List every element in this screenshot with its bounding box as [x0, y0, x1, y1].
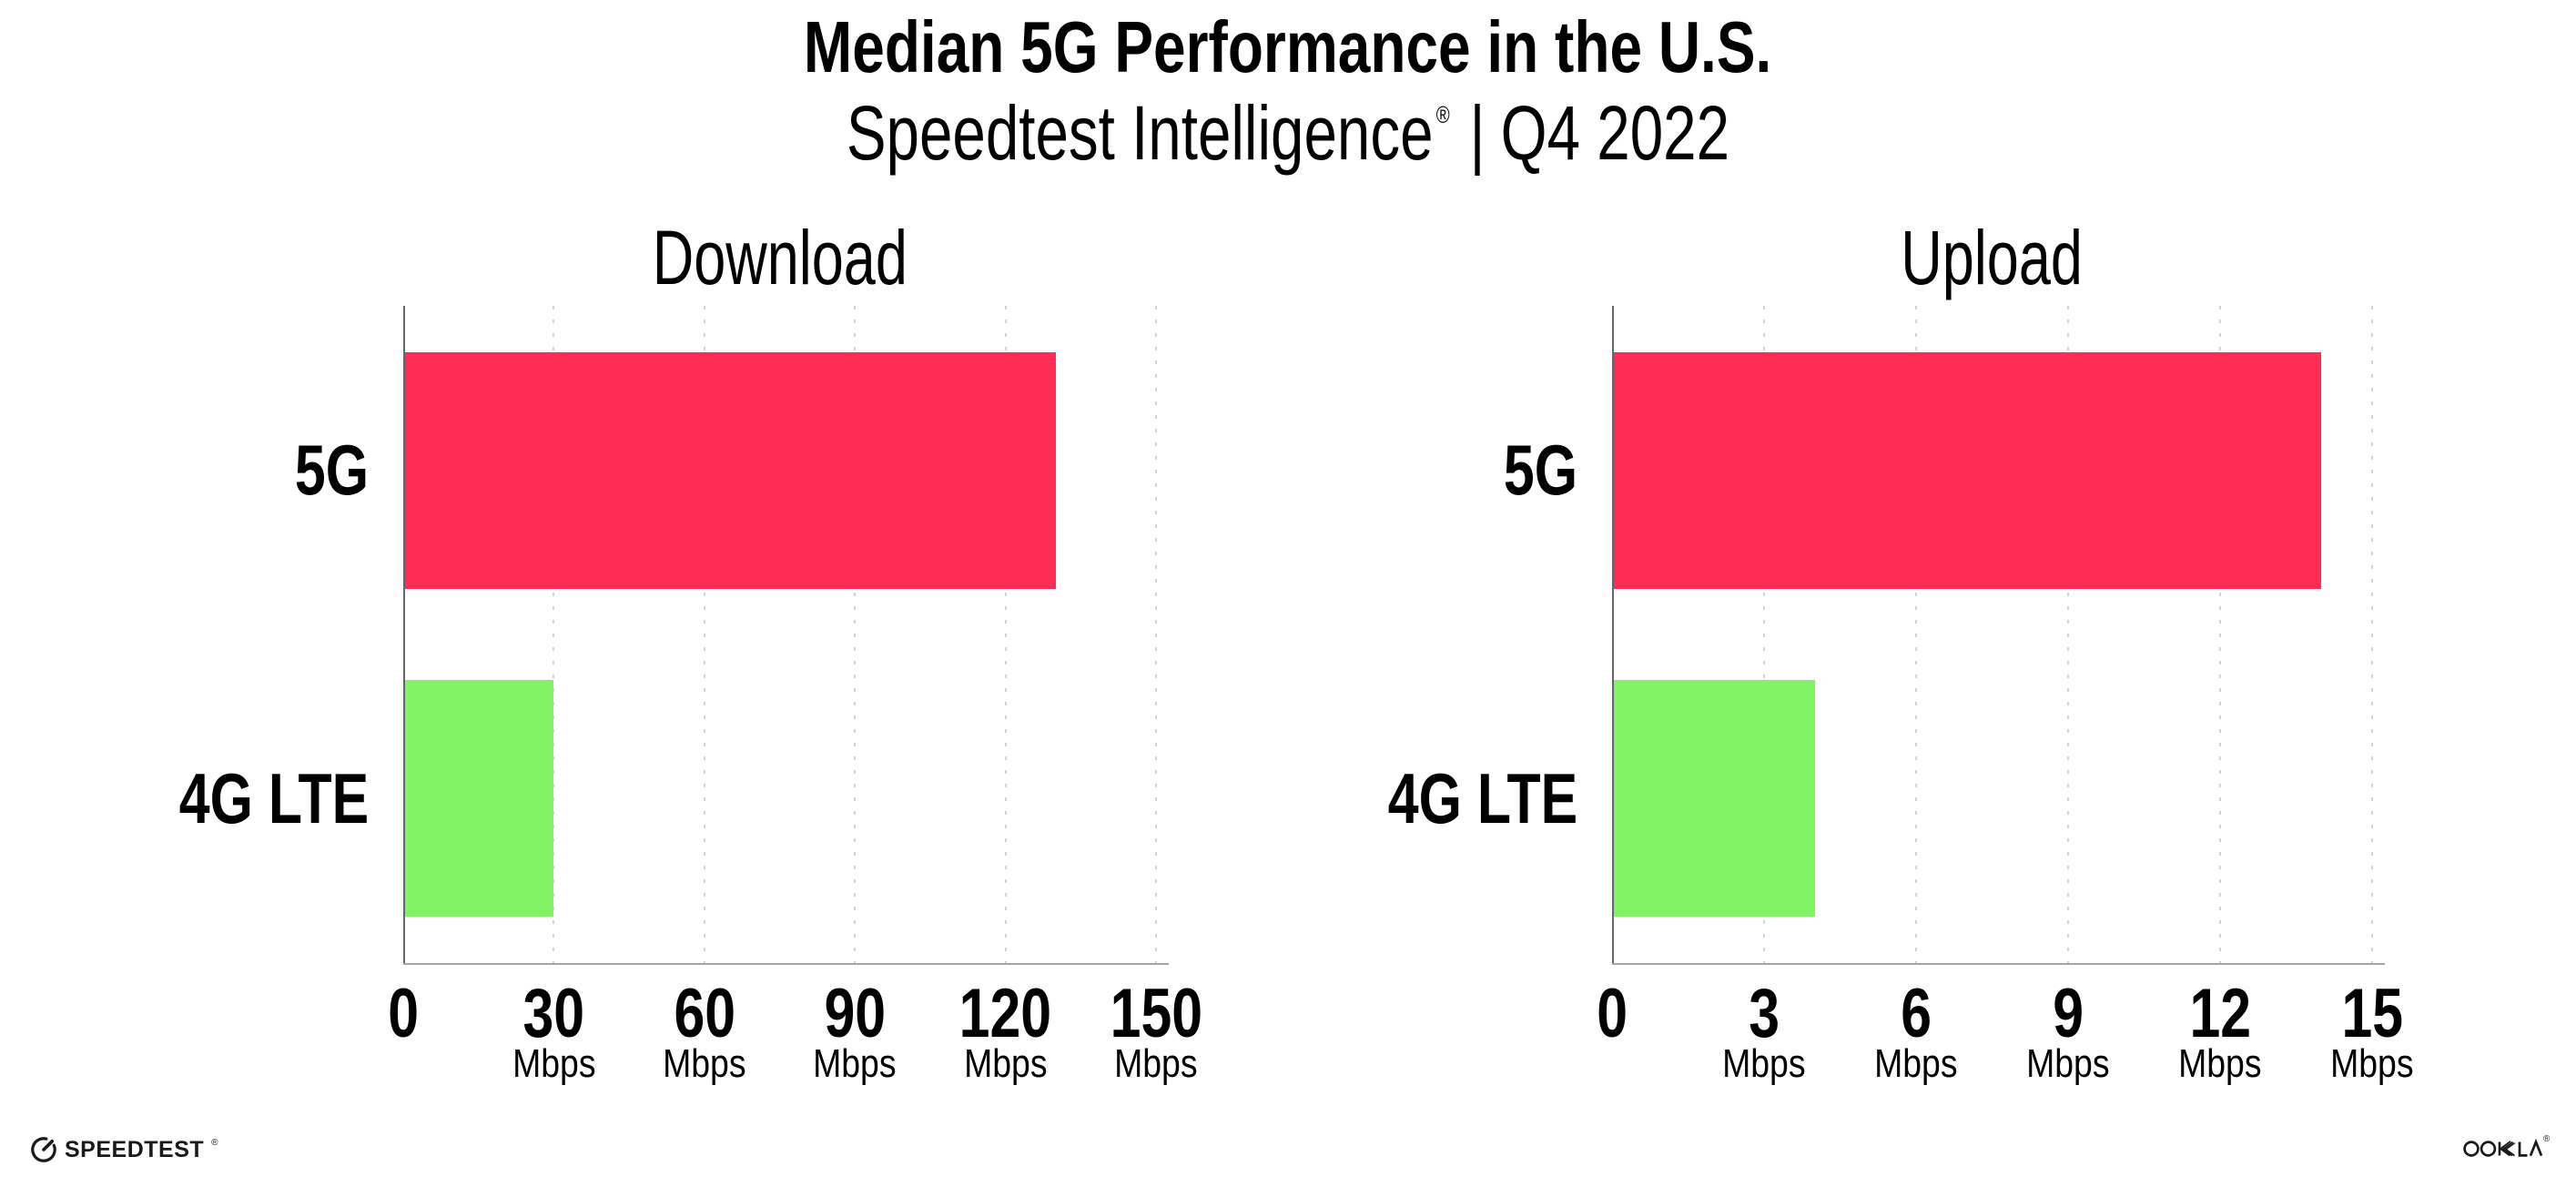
gridline-30 [553, 306, 555, 963]
ookla-wordmark-icon [2463, 1138, 2543, 1157]
x-axis [1612, 963, 2385, 965]
tick-unit-text: Mbps [1722, 1041, 1806, 1086]
tick-label-12: 12 [2129, 979, 2311, 1049]
page-title: Median 5G Performance in the U.S. [804, 6, 1772, 87]
ookla-logo: ® [2463, 1134, 2551, 1160]
gridline-9 [2067, 306, 2069, 963]
tick-label-15: 15 [2281, 979, 2463, 1049]
bar-5g [1614, 352, 2321, 589]
tick-unit-150: Mbps [1065, 1044, 1247, 1084]
speedtest-logo: SPEEDTEST ® [30, 1136, 218, 1163]
panel-title-text: Download [652, 215, 908, 300]
header: Median 5G Performance in the U.S. [0, 7, 2576, 87]
tick-label-120: 120 [915, 979, 1097, 1049]
tick-value: 30 [522, 975, 585, 1052]
tick-value: 3 [1749, 975, 1780, 1052]
tick-label-9: 9 [1977, 979, 2159, 1049]
tick-unit-3: Mbps [1673, 1044, 1855, 1084]
category-label-4g-lte: 4G LTE [1159, 756, 1577, 840]
gridline-15 [2371, 306, 2373, 963]
tick-label-3: 3 [1673, 979, 1855, 1049]
tick-label-60: 60 [614, 979, 796, 1049]
gridline-3 [1763, 306, 1765, 963]
tick-unit-text: Mbps [663, 1041, 746, 1086]
tick-unit-text: Mbps [2026, 1041, 2110, 1086]
tick-unit-text: Mbps [963, 1041, 1048, 1086]
tick-value: 6 [1901, 975, 1932, 1052]
speedtest-wordmark: SPEEDTEST [65, 1136, 205, 1162]
tick-unit-30: Mbps [462, 1044, 644, 1084]
category-label-text: 5G [1503, 430, 1577, 510]
gridline-150 [1155, 306, 1157, 963]
tick-value: 0 [1597, 975, 1628, 1052]
tick-value: 150 [1110, 975, 1202, 1052]
subtitle-separator: | [1469, 90, 1486, 176]
category-label-text: 4G LTE [1387, 758, 1577, 838]
subtitle-period: Q4 2022 [1500, 90, 1730, 176]
tick-value: 15 [2341, 975, 2403, 1052]
registered-mark-icon: ® [1435, 101, 1450, 128]
category-label-5g: 5G [1159, 428, 1577, 512]
tick-label-90: 90 [764, 979, 946, 1049]
gridline-12 [2219, 306, 2221, 963]
category-label-text: 4G LTE [178, 758, 369, 838]
panel-title-download: Download [507, 219, 1053, 296]
tick-label-0: 0 [1521, 979, 1703, 1049]
tick-unit-60: Mbps [614, 1044, 796, 1084]
tick-unit-text: Mbps [2330, 1041, 2414, 1086]
panel-title-upload: Upload [1719, 219, 2266, 296]
tick-value: 0 [388, 975, 419, 1052]
category-label-text: 5G [294, 430, 369, 510]
speedtest-gauge-icon [31, 1137, 56, 1162]
y-axis [403, 306, 405, 965]
tick-label-30: 30 [462, 979, 644, 1049]
y-axis [1612, 306, 1614, 965]
tick-value: 60 [673, 975, 735, 1052]
gridline-120 [1004, 306, 1007, 963]
gridline-90 [854, 306, 857, 963]
bar-5g [405, 352, 1056, 589]
tick-label-0: 0 [312, 979, 494, 1049]
bar-4g-lte [1614, 680, 1815, 917]
tick-unit-15: Mbps [2281, 1044, 2463, 1084]
tick-unit-90: Mbps [764, 1044, 946, 1084]
tick-unit-120: Mbps [915, 1044, 1097, 1084]
speedtest-trademark-icon: ® [211, 1137, 218, 1148]
tick-unit-text: Mbps [2178, 1041, 2262, 1086]
category-label-5g: 5G [0, 428, 369, 512]
tick-unit-text: Mbps [1874, 1041, 1958, 1086]
tick-value: 9 [2053, 975, 2084, 1052]
tick-unit-text: Mbps [1114, 1041, 1198, 1086]
gridline-6 [1915, 306, 1917, 963]
tick-unit-text: Mbps [813, 1041, 897, 1086]
ookla-registered-icon: ® [2543, 1134, 2551, 1144]
tick-unit-12: Mbps [2129, 1044, 2311, 1084]
tick-unit-9: Mbps [1977, 1044, 2159, 1084]
tick-label-6: 6 [1825, 979, 2007, 1049]
gridline-60 [703, 306, 705, 963]
bar-4g-lte [405, 680, 553, 917]
panel-title-text: Upload [1901, 215, 2084, 300]
category-label-4g-lte: 4G LTE [0, 756, 369, 840]
subtitle-brand: Speedtest Intelligence [846, 90, 1434, 176]
tick-value: 90 [824, 975, 886, 1052]
tick-unit-6: Mbps [1825, 1044, 2007, 1084]
x-axis [403, 963, 1169, 965]
tick-value: 120 [958, 975, 1052, 1052]
subtitle: Speedtest Intelligence ® | Q4 2022 [847, 91, 1729, 193]
tick-label-150: 150 [1065, 979, 1247, 1049]
subtitle-row: Speedtest Intelligence ® | Q4 2022 [0, 91, 2576, 193]
tick-unit-text: Mbps [512, 1041, 596, 1086]
tick-value: 12 [2189, 975, 2251, 1052]
